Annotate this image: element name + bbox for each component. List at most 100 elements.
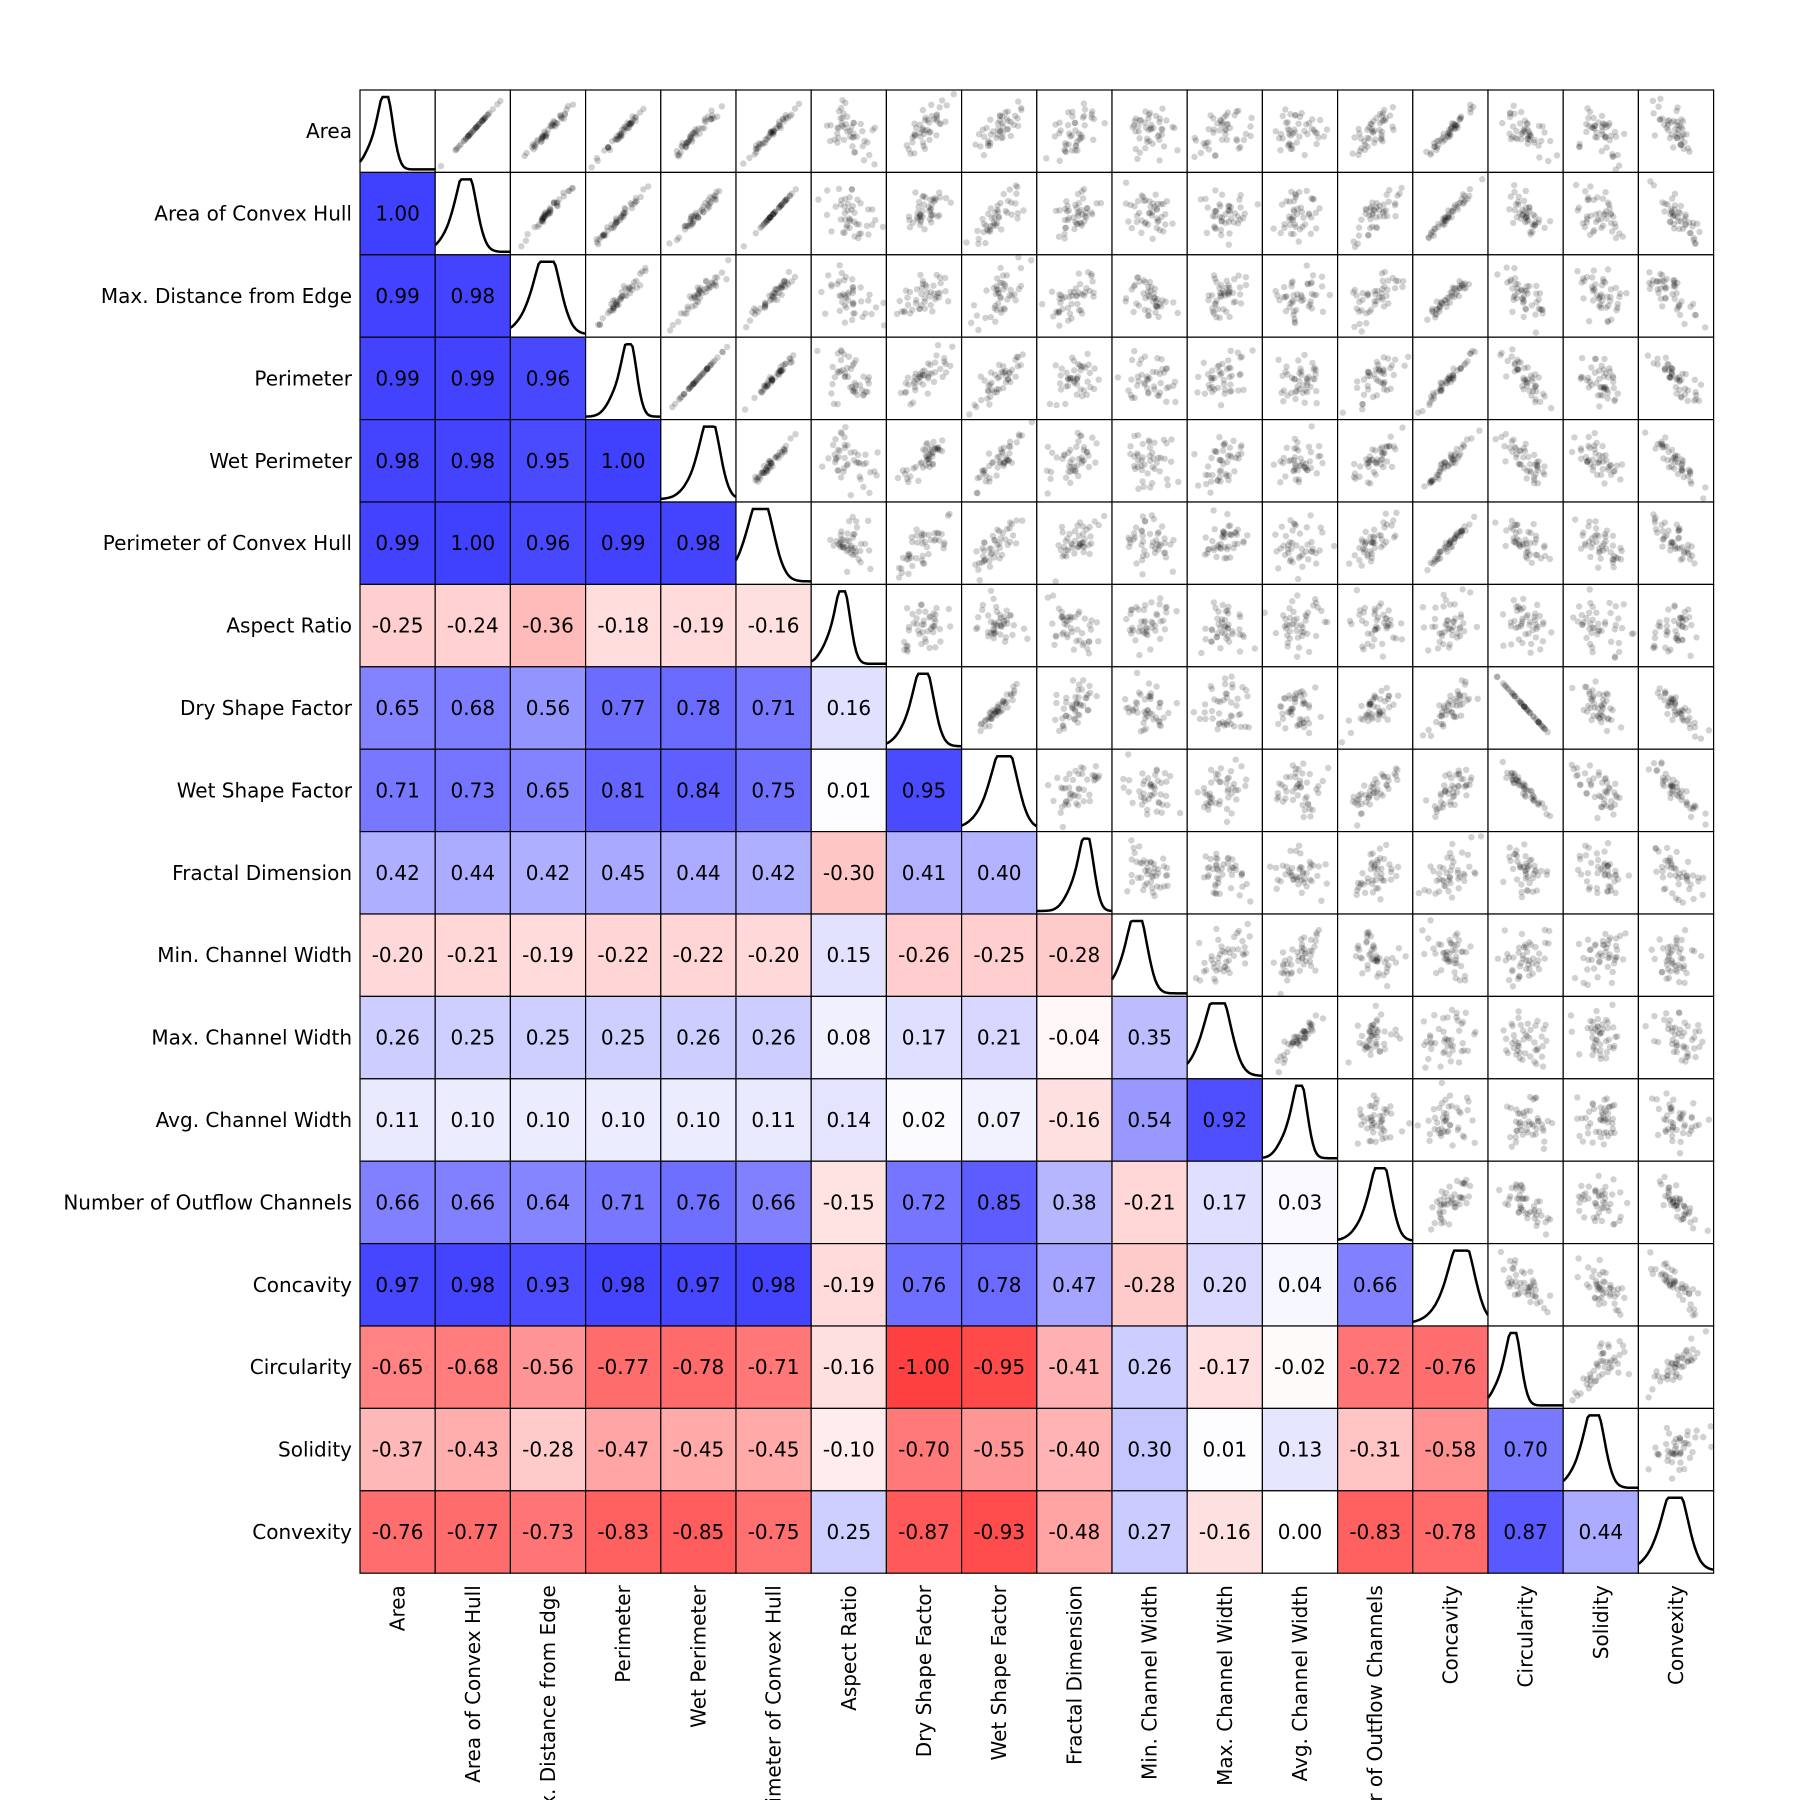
- scatter-point: [1379, 653, 1387, 660]
- scatter-point: [762, 136, 769, 143]
- scatter-point: [1298, 716, 1306, 723]
- scatter-point: [1147, 126, 1155, 133]
- scatter-point: [1399, 424, 1406, 431]
- scatter-point: [1001, 306, 1008, 313]
- scatter-point: [1063, 208, 1071, 215]
- scatter-point: [1512, 201, 1520, 208]
- scatter-point: [985, 210, 992, 217]
- scatter-point: [993, 286, 1001, 293]
- scatter-point: [693, 127, 700, 134]
- scatter-point: [1087, 384, 1094, 391]
- scatter-point: [1163, 398, 1170, 405]
- scatter-point: [1582, 453, 1590, 461]
- scatter-point: [1277, 703, 1285, 710]
- scatter-point: [1612, 234, 1620, 242]
- scatter-point: [1547, 137, 1554, 145]
- scatter-point: [974, 227, 981, 235]
- scatter-point: [860, 461, 867, 468]
- scatter-point: [911, 150, 918, 157]
- scatter-point: [1454, 206, 1462, 213]
- scatter-point: [1270, 225, 1277, 232]
- scatter-point: [1279, 135, 1286, 142]
- scatter-point: [1004, 296, 1011, 303]
- scatter-point: [871, 124, 878, 131]
- scatter-point: [1287, 300, 1294, 307]
- scatter-point: [1591, 442, 1598, 450]
- scatter-point: [1135, 128, 1143, 135]
- scatter-point: [1138, 356, 1145, 363]
- scatter-point: [1142, 144, 1149, 152]
- scatter-point: [1316, 547, 1323, 554]
- scatter-point: [1658, 521, 1665, 529]
- scatter-point: [1540, 544, 1548, 551]
- scatter-point: [1077, 134, 1085, 142]
- scatter-point: [1460, 620, 1467, 627]
- scatter-point: [1210, 129, 1217, 136]
- scatter-point: [851, 544, 859, 552]
- scatter-point: [1303, 121, 1310, 128]
- scatter-point: [1376, 110, 1384, 118]
- scatter-point: [1524, 119, 1531, 127]
- scatter-point: [1142, 294, 1149, 302]
- scatter-point: [1062, 224, 1069, 232]
- scatter-point: [1275, 720, 1282, 728]
- scatter-point: [909, 306, 916, 313]
- scatter-point: [1159, 105, 1166, 112]
- scatter-point: [1058, 523, 1066, 531]
- scatter-point: [471, 126, 478, 133]
- scatter-point: [1281, 283, 1288, 291]
- scatter-point: [857, 547, 864, 555]
- scatter-point: [755, 143, 762, 151]
- scatter-point: [618, 133, 625, 140]
- scatter-point: [1687, 652, 1694, 659]
- scatter-point: [1224, 109, 1232, 116]
- scatter-point: [1067, 468, 1074, 476]
- scatter-point: [1541, 463, 1548, 470]
- scatter-point: [981, 547, 988, 554]
- scatter-point: [1171, 124, 1178, 132]
- scatter-point: [1605, 374, 1612, 381]
- scatter-point: [844, 113, 851, 120]
- density-cell: [885, 666, 963, 750]
- scatter-point: [1685, 219, 1693, 226]
- scatter-point: [1234, 695, 1241, 702]
- scatter-point: [1467, 101, 1474, 109]
- scatter-point: [1376, 603, 1383, 610]
- scatter-point: [832, 436, 839, 443]
- scatter-point: [982, 314, 989, 322]
- scatter-point: [770, 127, 777, 134]
- scatter-point: [1597, 391, 1604, 399]
- scatter-point: [1604, 318, 1612, 326]
- scatter-point: [1650, 642, 1658, 649]
- scatter-point: [1208, 685, 1216, 693]
- scatter-point: [1429, 478, 1436, 486]
- scatter-point: [1074, 300, 1081, 308]
- scatter-point: [1233, 136, 1240, 143]
- scatter-point: [1316, 116, 1324, 124]
- scatter-point: [674, 152, 681, 159]
- scatter-point: [1522, 305, 1529, 312]
- scatter-point: [1175, 478, 1182, 486]
- scatter-point: [1072, 707, 1079, 715]
- scatter-point: [770, 131, 777, 138]
- scatter-point: [1368, 630, 1375, 637]
- scatter-point: [1379, 640, 1386, 648]
- scatter-point: [593, 154, 600, 162]
- scatter-point: [947, 623, 954, 630]
- scatter-point: [569, 101, 577, 108]
- scatter-point: [972, 561, 979, 568]
- scatter-point: [1082, 364, 1089, 371]
- scatter-point: [1440, 603, 1447, 610]
- scatter-point: [933, 115, 941, 122]
- scatter-point: [700, 208, 707, 216]
- scatter-point: [542, 134, 550, 141]
- scatter-point: [1046, 400, 1054, 408]
- scatter-point: [626, 120, 633, 127]
- scatter-point: [990, 128, 997, 135]
- scatter-point: [943, 102, 950, 109]
- scatter-point: [1288, 215, 1295, 222]
- scatter-point: [842, 424, 849, 431]
- scatter-point: [1492, 436, 1499, 443]
- scatter-point: [1355, 224, 1363, 231]
- scatter-point: [905, 146, 912, 153]
